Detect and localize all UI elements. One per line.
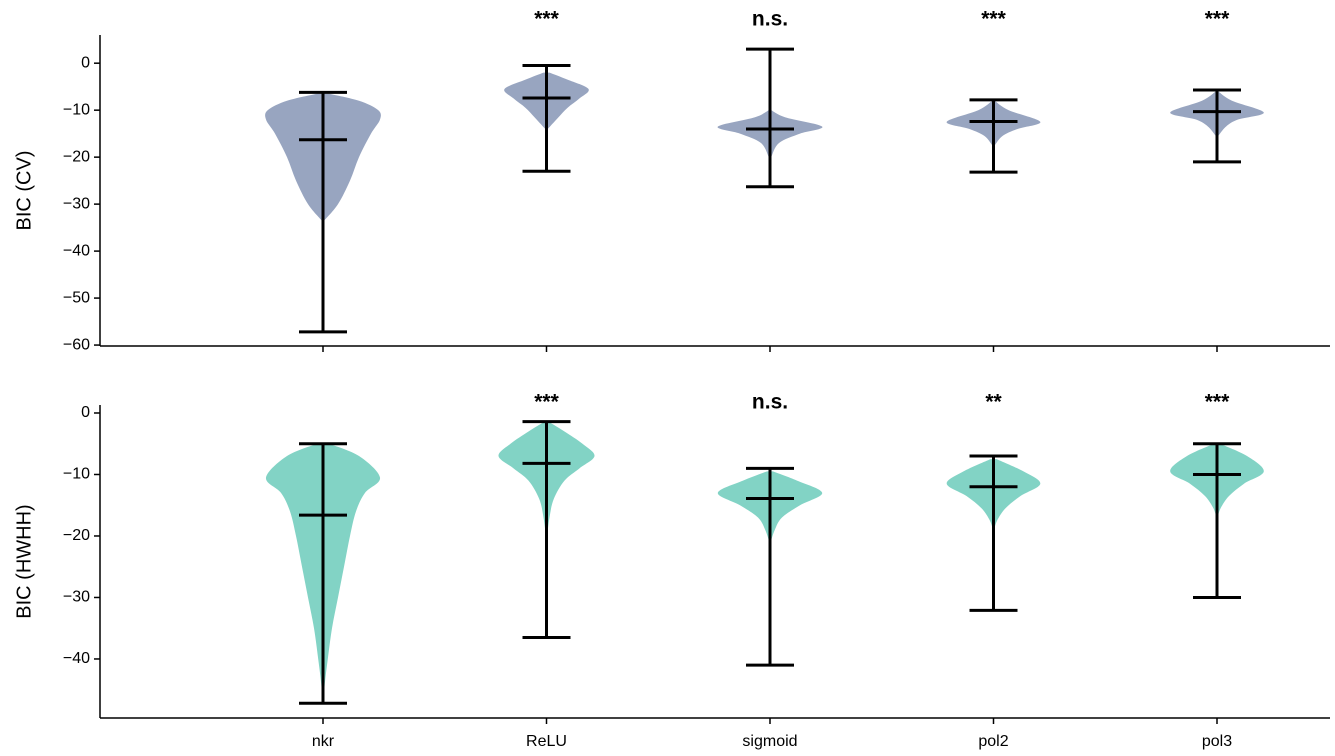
y-tick-label: −30	[63, 195, 90, 212]
y-tick-label: −20	[63, 527, 90, 544]
x-tick-label: pol2	[978, 733, 1008, 750]
x-tick-label: ReLU	[526, 733, 567, 750]
y-axis-label: BIC (HWHH)	[13, 504, 35, 618]
y-tick-label: −40	[63, 242, 90, 259]
y-tick-label: −40	[63, 650, 90, 667]
significance-label: ***	[1205, 391, 1230, 414]
x-tick-label: pol3	[1202, 733, 1232, 750]
significance-label: ***	[534, 391, 559, 414]
significance-label: ***	[1205, 8, 1230, 31]
y-tick-label: 0	[81, 54, 90, 71]
y-tick-label: −10	[63, 101, 90, 118]
significance-label: n.s.	[752, 391, 788, 414]
y-tick-label: −30	[63, 589, 90, 606]
y-tick-label: −60	[63, 336, 90, 353]
x-tick-label: sigmoid	[742, 733, 797, 750]
x-tick-label: nkr	[312, 733, 335, 750]
y-tick-label: 0	[81, 404, 90, 421]
y-tick-label: −10	[63, 466, 90, 483]
significance-label: ***	[534, 8, 559, 31]
significance-label: **	[985, 391, 1002, 414]
y-axis-label: BIC (CV)	[13, 151, 35, 231]
significance-label: ***	[981, 8, 1006, 31]
y-tick-label: −20	[63, 148, 90, 165]
significance-label: n.s.	[752, 8, 788, 31]
y-tick-label: −50	[63, 289, 90, 306]
